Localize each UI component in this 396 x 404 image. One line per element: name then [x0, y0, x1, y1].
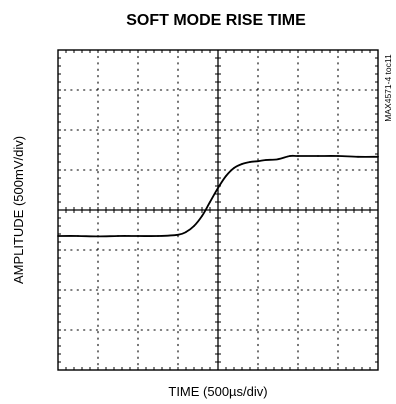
data-point	[177, 233, 179, 236]
data-point	[241, 163, 243, 165]
data-point	[289, 155, 291, 157]
data-point	[317, 155, 319, 157]
data-point	[185, 231, 187, 233]
series-layer	[57, 154, 379, 238]
data-point	[97, 235, 99, 238]
data-point	[193, 225, 195, 227]
data-point	[357, 155, 359, 158]
data-point	[277, 158, 279, 161]
data-point	[337, 155, 339, 157]
data-point	[233, 167, 235, 169]
data-point	[297, 155, 299, 157]
x-axis-label: TIME (500µs/div)	[168, 384, 267, 399]
data-point	[157, 235, 159, 237]
data-point	[117, 235, 119, 237]
data-point	[77, 235, 79, 237]
data-point	[217, 187, 219, 189]
figure-code-label: MAX4571-4 toc11	[383, 54, 393, 122]
data-point	[257, 160, 259, 163]
y-axis-label: AMPLITUDE (500mV/div)	[11, 136, 26, 284]
data-point	[209, 201, 211, 203]
center-axes	[58, 50, 378, 370]
data-point	[249, 161, 251, 163]
data-point	[57, 235, 59, 237]
data-point	[201, 215, 203, 217]
data-point	[265, 159, 267, 161]
data-point	[225, 175, 227, 177]
data-point	[137, 235, 139, 237]
chart-title: SOFT MODE RISE TIME	[126, 12, 306, 29]
data-point	[377, 155, 379, 158]
